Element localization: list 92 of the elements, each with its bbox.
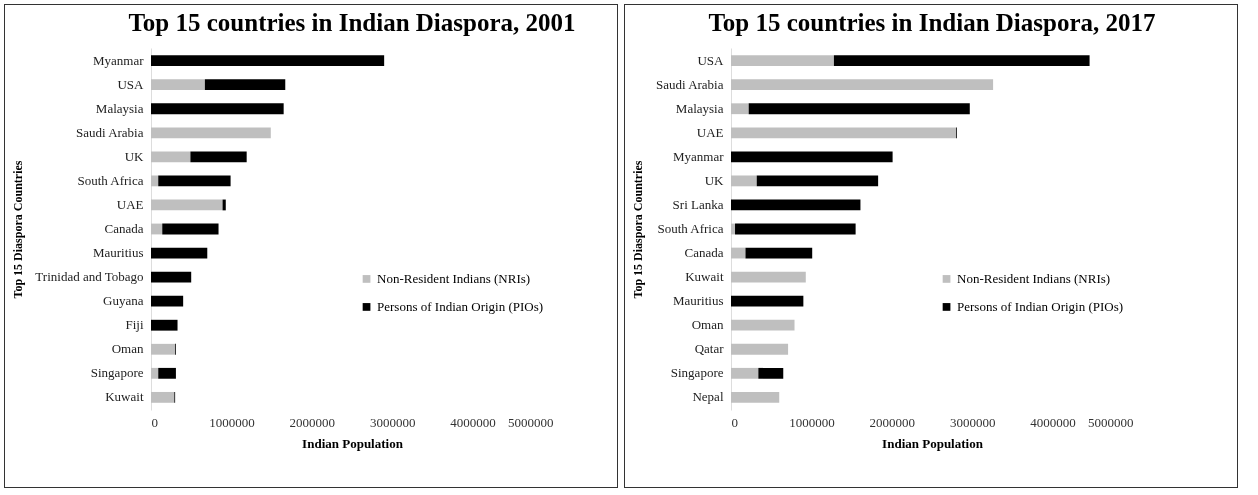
chart-title: Top 15 countries in Indian Diaspora, 2001 [128,9,576,36]
y-tick-label: Mauritius [672,293,724,309]
x-tick-label: 0 [151,414,158,430]
y-tick-label: Kuwait [685,269,724,285]
bar [731,391,780,403]
bar [748,103,970,115]
y-tick-label: Saudi Arabia [655,76,724,92]
bar [731,199,861,211]
x-tick-label: 3000000 [949,414,996,430]
x-tick-label: 2000000 [289,414,336,430]
y-tick-label: USA [117,76,145,92]
y-tick-label: Qatar [694,341,725,357]
bar [735,223,856,235]
x-tick-label: 4000000 [1030,414,1076,430]
y-tick-label: Saudi Arabia [75,124,144,140]
y-axis-title: Top 15 Diaspora Countries [11,160,26,299]
bar [731,103,749,115]
y-tick-label: Trinidad and Tobago [35,269,144,285]
bar [731,175,757,187]
x-axis-title: Indian Population [302,435,404,451]
bar [745,247,813,259]
x-tick-label: 4000000 [450,414,496,430]
y-tick-label: Canada [104,221,144,236]
y-axis-title: Top 15 Diaspora Countries [631,160,646,299]
legend-label: Non-Resident Indians (NRIs) [957,270,1111,286]
bar [151,79,205,91]
x-axis-title: Indian Population [882,435,984,451]
x-tick-label: 1000000 [789,414,835,430]
bar [731,319,795,331]
bar [731,55,834,67]
x-tick-label: 1000000 [209,414,255,430]
x-tick-label: 5000000 [508,414,554,430]
y-tick-label: Myanmar [92,52,145,68]
y-tick-label: Myanmar [672,148,725,164]
y-tick-label: Guyana [103,293,144,309]
bar [151,391,175,403]
x-tick-label: 2000000 [869,414,916,430]
chart-title: Top 15 countries in Indian Diaspora, 2017 [708,9,1156,36]
y-tick-label: South Africa [77,172,144,188]
y-tick-label: Fiji [125,317,144,333]
y-tick-label: UK [124,148,145,164]
bar [151,175,159,187]
y-tick-label: Singapore [90,365,144,381]
legend-label: Persons of Indian Origin (PIOs) [957,298,1124,314]
bar [731,223,736,235]
y-tick-label: Nepal [692,389,724,405]
bar [731,343,789,355]
bar [151,271,192,283]
bar [151,151,191,163]
bar [151,199,223,211]
y-tick-label: Kuwait [105,389,144,405]
y-tick-label: Sri Lanka [672,196,724,212]
y-tick-label: UAE [116,196,144,212]
bar [758,367,784,379]
bar [151,295,184,307]
y-tick-label: Canada [684,245,724,261]
bar [731,271,806,283]
bar [151,103,284,115]
y-tick-label: Mauritius [92,245,144,261]
bar [162,223,219,235]
bar [756,175,879,187]
y-tick-label: Oman [691,317,724,333]
bar [151,247,208,259]
x-tick-label: 5000000 [1088,414,1134,430]
bar [151,55,385,67]
bar [190,151,247,163]
bar [204,79,286,91]
bar [731,151,893,163]
y-tick-label: Malaysia [675,100,724,116]
y-tick-label: Oman [111,341,144,357]
y-tick-label: UAE [696,124,724,140]
y-tick-label: Singapore [670,365,724,381]
bar [731,367,759,379]
bar [151,343,176,355]
bar [833,55,1090,67]
y-tick-label: South Africa [657,221,724,236]
bar [731,79,994,91]
bar [151,127,271,139]
bar [151,319,178,331]
bar [158,175,231,187]
x-tick-label: 0 [731,414,738,430]
y-tick-label: Malaysia [95,100,144,116]
bar [731,127,957,139]
legend-label: Non-Resident Indians (NRIs) [377,270,531,286]
bar [158,367,176,379]
x-tick-label: 3000000 [369,414,416,430]
y-tick-label: USA [697,52,725,68]
y-tick-label: UK [704,172,725,188]
legend-label: Persons of Indian Origin (PIOs) [377,298,544,314]
bar [151,367,159,379]
bar [731,295,804,307]
bar [151,223,163,235]
